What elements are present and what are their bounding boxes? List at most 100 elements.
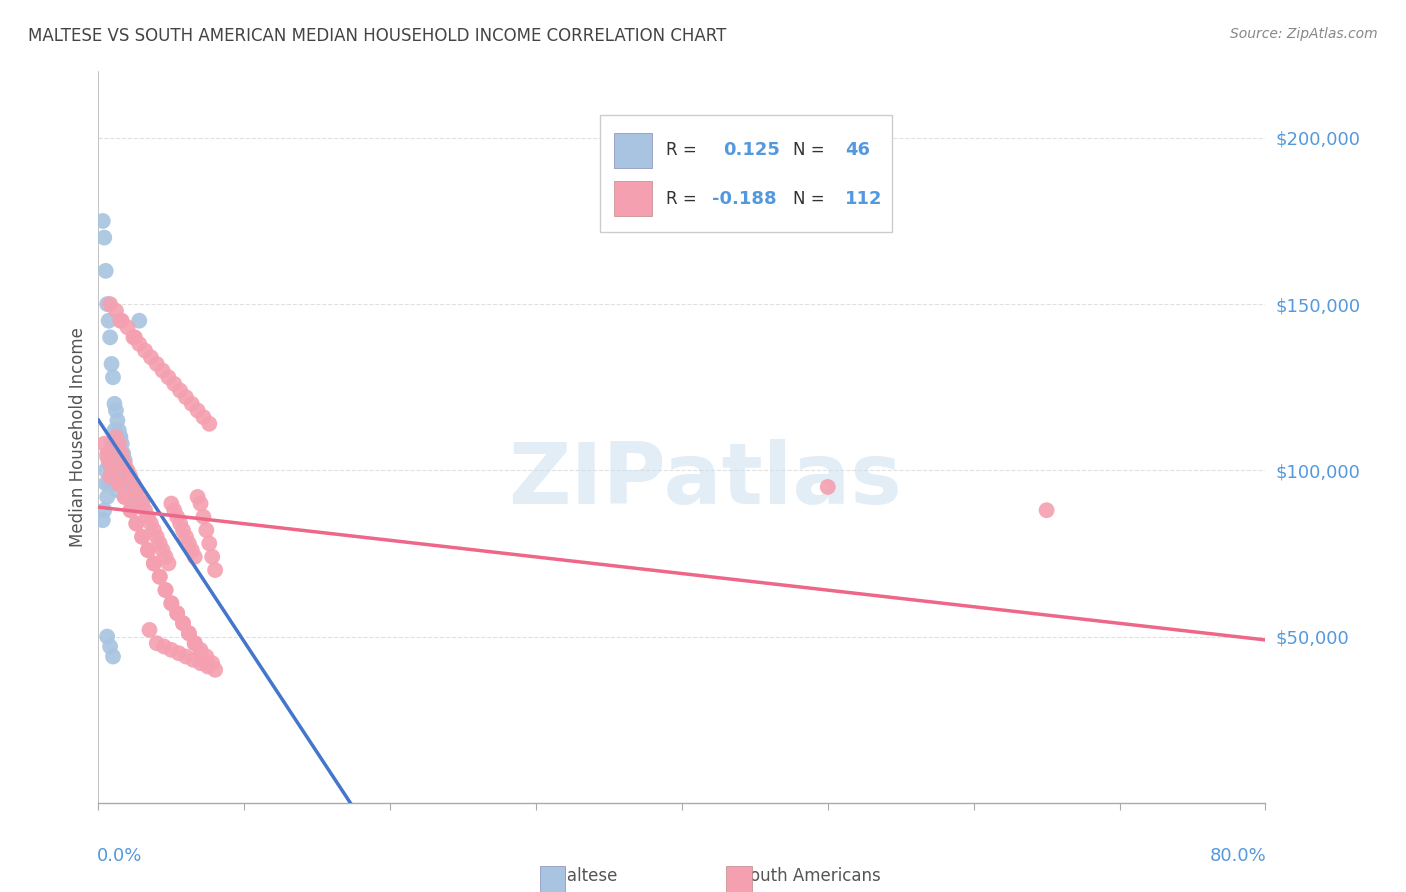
Point [180, 543, 202, 558]
Point [155, 582, 177, 597]
Point [149, 570, 172, 584]
Point [104, 303, 127, 318]
Point [172, 523, 194, 537]
Point [136, 543, 159, 558]
Point [108, 476, 131, 491]
Point [152, 543, 174, 558]
Point [117, 320, 139, 334]
Point [134, 503, 156, 517]
Point [101, 463, 124, 477]
Point [139, 516, 162, 531]
Point [167, 646, 190, 660]
Point [125, 497, 148, 511]
Point [136, 509, 159, 524]
Point [160, 497, 183, 511]
Point [114, 457, 136, 471]
Point [100, 357, 122, 371]
FancyBboxPatch shape [614, 181, 651, 216]
Point [160, 643, 183, 657]
Point [174, 649, 197, 664]
Point [103, 397, 125, 411]
Point [96, 450, 118, 464]
Point [104, 476, 127, 491]
Point [97, 314, 120, 328]
Point [142, 557, 165, 571]
Point [114, 463, 136, 477]
Point [142, 557, 165, 571]
Point [134, 343, 156, 358]
Point [124, 330, 146, 344]
Point [101, 463, 124, 477]
Point [193, 410, 215, 425]
Point [98, 470, 121, 484]
Point [131, 497, 153, 511]
Point [93, 503, 115, 517]
Point [114, 490, 136, 504]
Point [100, 463, 122, 477]
Point [105, 483, 128, 498]
Point [172, 616, 194, 631]
Point [108, 476, 131, 491]
Point [183, 636, 205, 650]
Point [197, 659, 219, 673]
Point [101, 370, 124, 384]
Point [101, 443, 124, 458]
Point [120, 470, 142, 484]
Text: 0.125: 0.125 [723, 141, 780, 160]
Point [131, 530, 153, 544]
Point [195, 656, 218, 670]
Point [198, 417, 221, 431]
Point [190, 656, 212, 670]
Point [94, 264, 117, 278]
Point [98, 457, 121, 471]
Point [98, 470, 121, 484]
Point [1035, 503, 1057, 517]
Point [157, 370, 180, 384]
Point [174, 530, 197, 544]
Point [166, 607, 188, 621]
Text: R =: R = [665, 190, 702, 208]
FancyBboxPatch shape [540, 866, 565, 892]
Point [125, 483, 148, 498]
Point [152, 363, 174, 377]
Point [122, 476, 145, 491]
FancyBboxPatch shape [727, 866, 752, 892]
Point [110, 430, 132, 444]
Point [117, 470, 139, 484]
Point [139, 351, 162, 365]
Point [201, 549, 224, 564]
FancyBboxPatch shape [600, 115, 891, 232]
Point [181, 653, 204, 667]
Text: N =: N = [793, 190, 830, 208]
Point [155, 582, 177, 597]
Point [128, 490, 150, 504]
Point [163, 503, 186, 517]
Point [153, 640, 176, 654]
Text: N =: N = [793, 141, 830, 160]
Point [98, 330, 121, 344]
Point [101, 463, 124, 477]
Point [146, 636, 169, 650]
Text: South Americans: South Americans [728, 867, 880, 885]
Point [131, 530, 153, 544]
Point [166, 607, 188, 621]
Point [177, 536, 200, 550]
Text: Maltese: Maltese [541, 867, 617, 885]
Point [201, 656, 224, 670]
Point [124, 490, 146, 504]
Point [193, 509, 215, 524]
Point [117, 463, 139, 477]
Point [96, 490, 118, 504]
Point [120, 503, 142, 517]
Text: 112: 112 [845, 190, 883, 208]
Point [93, 436, 115, 450]
Point [114, 490, 136, 504]
Point [198, 536, 221, 550]
Point [174, 390, 197, 404]
Point [104, 430, 127, 444]
Point [190, 643, 212, 657]
Point [163, 376, 186, 391]
Point [155, 549, 177, 564]
Point [110, 314, 132, 328]
Point [115, 463, 138, 477]
